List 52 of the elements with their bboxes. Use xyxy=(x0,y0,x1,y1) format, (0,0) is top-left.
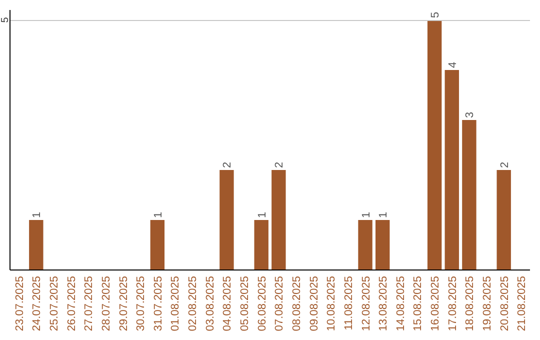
x-tick-label: 15.08.2025 xyxy=(412,276,424,332)
data-label: 1 xyxy=(31,212,44,218)
x-tick-label: 19.08.2025 xyxy=(482,276,494,332)
x-tick-label: 03.08.2025 xyxy=(204,276,216,332)
x-tick-label: 10.08.2025 xyxy=(326,276,338,332)
data-label: 1 xyxy=(256,212,268,218)
x-tick-label: 08.08.2025 xyxy=(290,276,303,332)
bar xyxy=(272,170,286,270)
bar xyxy=(358,220,372,270)
data-label: 1 xyxy=(378,212,390,218)
data-label: 2 xyxy=(222,162,234,168)
x-tick-label: 05.08.2025 xyxy=(239,276,252,332)
bar xyxy=(29,220,44,270)
x-tick-label: 02.08.2025 xyxy=(187,276,200,332)
x-tick-label: 06.08.2025 xyxy=(256,276,268,332)
bar xyxy=(254,220,268,270)
x-tick-label: 17.08.2025 xyxy=(446,276,459,332)
x-tick-label: 31.07.2025 xyxy=(152,276,164,332)
data-label: 3 xyxy=(464,112,476,118)
x-tick-label: 24.07.2025 xyxy=(31,276,44,332)
bar xyxy=(150,220,165,270)
x-tick-label: 28.07.2025 xyxy=(100,276,112,332)
bar xyxy=(462,120,476,270)
data-label: 1 xyxy=(360,212,372,218)
data-label: 2 xyxy=(274,162,286,168)
bar xyxy=(427,20,442,270)
x-tick-label: 23.07.2025 xyxy=(14,276,26,332)
x-tick-label: 26.07.2025 xyxy=(66,276,78,332)
x-tick-label: 21.08.2025 xyxy=(516,276,528,332)
x-tick-label: 14.08.2025 xyxy=(394,276,407,332)
x-tick-label: 25.07.2025 xyxy=(48,276,60,332)
bar xyxy=(496,170,511,270)
data-label: 1 xyxy=(152,212,164,218)
x-tick-label: 27.07.2025 xyxy=(83,276,96,332)
x-tick-label: 07.08.2025 xyxy=(274,276,286,332)
x-tick-label: 04.08.2025 xyxy=(222,276,234,332)
x-tick-label: 11.08.2025 xyxy=(342,276,355,330)
data-label: 5 xyxy=(430,12,442,18)
x-tick-label: 30.07.2025 xyxy=(135,276,148,332)
x-tick-label: 09.08.2025 xyxy=(308,276,320,332)
x-tick-label: 01.08.2025 xyxy=(170,276,182,332)
x-tick-label: 18.08.2025 xyxy=(464,276,476,332)
bar xyxy=(375,220,390,270)
x-tick-label: 16.08.2025 xyxy=(430,276,442,332)
bar xyxy=(220,170,234,270)
data-label: 4 xyxy=(446,62,459,68)
data-label: 2 xyxy=(498,162,511,168)
x-tick-label: 12.08.2025 xyxy=(360,276,372,332)
x-tick-label: 13.08.2025 xyxy=(378,276,390,332)
x-tick-label: 29.07.2025 xyxy=(118,276,130,332)
bar xyxy=(444,70,459,270)
x-tick-label: 20.08.2025 xyxy=(498,276,511,332)
